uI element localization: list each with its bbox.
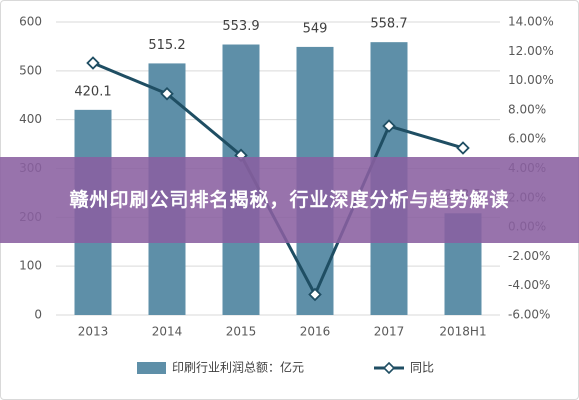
title-banner: 赣州印刷公司排名揭秘，行业深度分析与趋势解读 <box>0 157 579 243</box>
line-point <box>456 141 470 155</box>
y-right-tick-label: -2.00% <box>508 249 550 263</box>
legend-line-label: 同比 <box>410 361 434 375</box>
y-left-tick-label: 400 <box>19 112 42 126</box>
legend-bar-label: 印刷行业利润总额：亿元 <box>172 360 304 375</box>
y-left-tick-label: 0 <box>34 308 42 322</box>
y-right-tick-label: 14.00% <box>508 15 554 29</box>
y-right-tick-label: -6.00% <box>508 308 550 322</box>
x-tick-label: 2016 <box>300 325 331 339</box>
line-point <box>382 119 396 133</box>
y-left-tick-label: 600 <box>19 15 42 29</box>
bar-data-label: 515.2 <box>148 38 185 53</box>
banner-title: 赣州印刷公司排名揭秘，行业深度分析与趋势解读 <box>69 188 510 211</box>
x-tick-label: 2015 <box>226 325 257 339</box>
y-right-tick-label: 6.00% <box>508 132 546 146</box>
y-right-tick-label: 8.00% <box>508 102 546 116</box>
bar-data-label: 420.1 <box>74 84 111 99</box>
legend-bar-swatch <box>137 362 166 374</box>
line-point <box>86 56 100 70</box>
y-left-tick-label: 500 <box>19 63 42 77</box>
bar-data-label: 553.9 <box>222 19 259 34</box>
y-left-tick-label: 100 <box>19 259 42 273</box>
line-point <box>308 287 322 302</box>
x-tick-label: 2017 <box>374 325 405 339</box>
x-tick-label: 2018H1 <box>439 325 486 339</box>
y-right-tick-label: 10.00% <box>508 73 554 87</box>
bar-data-label: 549 <box>303 21 328 36</box>
y-right-tick-label: -4.00% <box>508 278 550 292</box>
line-point <box>160 87 174 101</box>
x-tick-label: 2013 <box>78 325 109 339</box>
x-tick-label: 2014 <box>152 325 183 339</box>
y-right-tick-label: 12.00% <box>508 44 554 58</box>
bar-data-label: 558.7 <box>370 17 407 32</box>
legend-line-marker <box>382 361 396 375</box>
